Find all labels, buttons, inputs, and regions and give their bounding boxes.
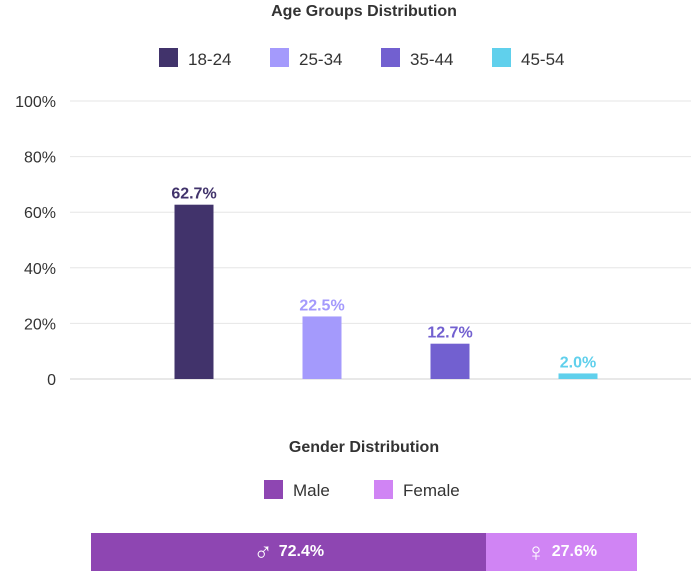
legend-label: 35-44 (410, 50, 453, 69)
age-chart-title: Age Groups Distribution (271, 3, 457, 20)
bar-18-24 (174, 204, 214, 379)
legend-swatch (492, 48, 511, 67)
y-tick-label: 0 (47, 372, 56, 389)
gender-legend: Male Female (264, 480, 460, 500)
age-bar-labels: 62.7% 22.5% 12.7% 2.0% (171, 186, 596, 372)
female-icon: ♀ (526, 537, 546, 567)
gender-legend-label: Female (403, 481, 460, 500)
gender-legend-swatch (374, 480, 393, 499)
age-y-axis: 0 20% 40% 60% 80% 100% (15, 94, 56, 389)
y-tick-label: 20% (24, 316, 56, 333)
bar-value-label: 62.7% (171, 186, 216, 203)
bar-value-label: 12.7% (427, 325, 472, 342)
legend-swatch (381, 48, 400, 67)
gender-value-label: 27.6% (551, 543, 598, 560)
male-icon: ♂ (253, 537, 273, 567)
bar-25-34 (302, 316, 342, 379)
gender-chart-title: Gender Distribution (289, 439, 439, 456)
gender-stacked-bar: ♂ 72.4% ♀ 27.6% (91, 533, 637, 571)
legend-label: 18-24 (188, 50, 231, 69)
age-legend: 18-24 25-34 35-44 45-54 (159, 48, 564, 69)
gender-value-label: 72.4% (278, 543, 325, 560)
y-tick-label: 80% (24, 150, 56, 167)
age-gridlines (70, 100, 691, 380)
bar-45-54 (558, 373, 598, 379)
legend-swatch (159, 48, 178, 67)
gender-segment-male: ♂ 72.4% (91, 533, 487, 571)
bar-value-label: 2.0% (560, 354, 596, 371)
legend-label: 25-34 (299, 50, 342, 69)
y-tick-label: 40% (24, 261, 56, 278)
gender-legend-label: Male (293, 481, 330, 500)
gender-legend-swatch (264, 480, 283, 499)
bar-value-label: 22.5% (299, 297, 344, 314)
age-bars (174, 204, 598, 379)
y-tick-label: 100% (15, 94, 56, 111)
legend-label: 45-54 (521, 50, 564, 69)
gender-segment-female: ♀ 27.6% (486, 533, 637, 571)
bar-35-44 (430, 343, 470, 379)
y-tick-label: 60% (24, 205, 56, 222)
legend-swatch (270, 48, 289, 67)
